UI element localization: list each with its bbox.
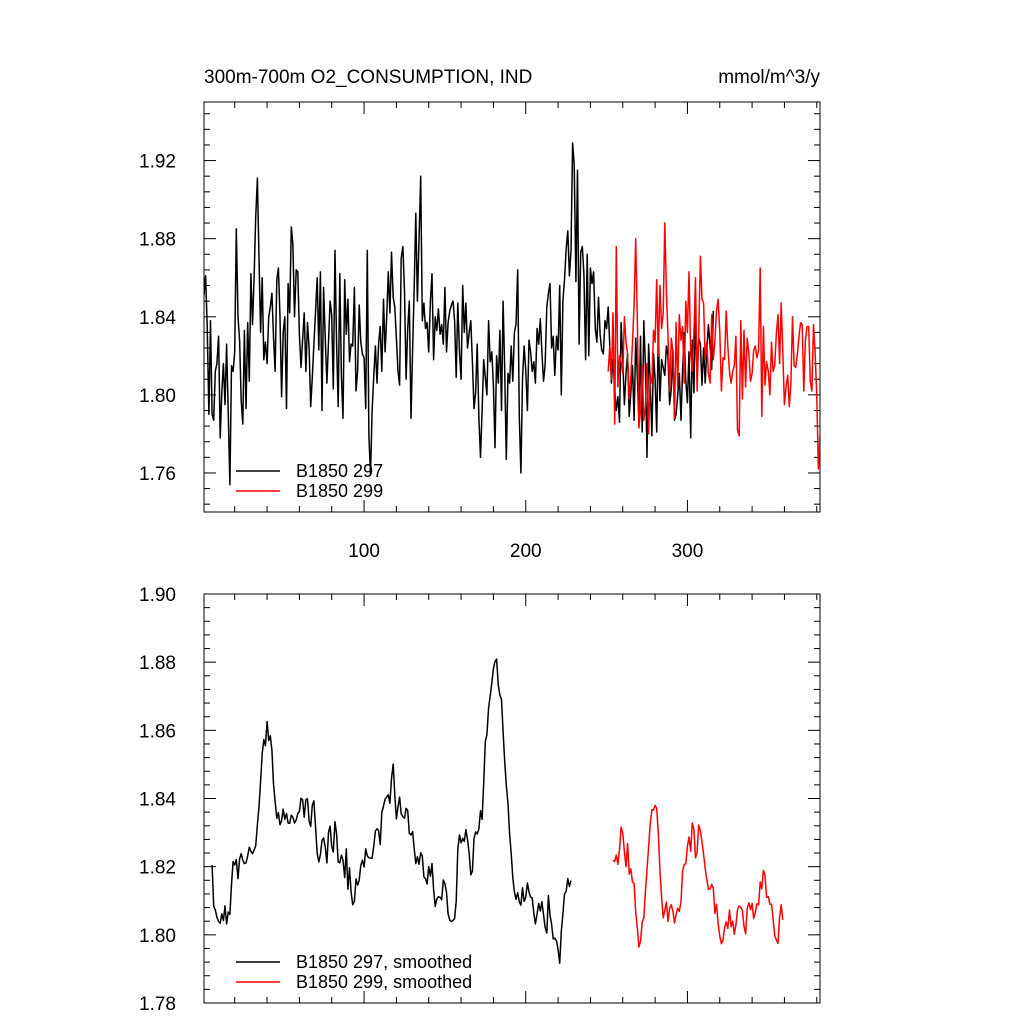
legend-label-1: B1850 297, smoothed: [296, 952, 472, 972]
x-tick-label: 200: [510, 541, 542, 562]
y-tick-label: 1.86: [139, 721, 176, 742]
y-tick-label: 1.80: [139, 386, 176, 407]
y-tick-label: 1.88: [139, 230, 176, 251]
y-tick-label: 1.90: [139, 585, 176, 606]
plot-frame: [203, 101, 821, 513]
legend-label-2: B1850 299: [296, 481, 383, 501]
y-tick-label: 1.76: [139, 464, 176, 485]
x-tick-label: 300: [672, 541, 704, 562]
y-tick-label: 1.80: [139, 926, 176, 947]
series-line-2: [612, 804, 784, 948]
legend-label-1: B1850 297: [296, 461, 383, 481]
units-label: mmol/m^3/y: [718, 67, 820, 88]
series-line-2: [607, 222, 820, 470]
y-tick-label: 1.78: [139, 994, 176, 1015]
y-tick-label: 1.84: [139, 308, 176, 329]
series-line-1: [211, 658, 572, 964]
legend-label-2: B1850 299, smoothed: [296, 972, 472, 992]
top-panel-chart: 1.76 1.80 1.84 1.88 1.92 100 200 300 300m-700m O…: [139, 67, 821, 562]
x-tick-label: 100: [348, 541, 380, 562]
y-tick-label: 1.92: [139, 152, 176, 173]
chart-title: 300m-700m O2_CONSUMPTION, IND: [204, 67, 532, 88]
y-tick-label: 1.84: [139, 790, 176, 811]
y-tick-label: 1.88: [139, 653, 176, 674]
y-tick-label: 1.82: [139, 858, 176, 879]
bottom-panel-chart: 1.78 1.80 1.82 1.84 1.86 1.88 1.90 B1850 297, s…: [139, 585, 821, 1015]
plot-frame: [203, 593, 821, 1004]
